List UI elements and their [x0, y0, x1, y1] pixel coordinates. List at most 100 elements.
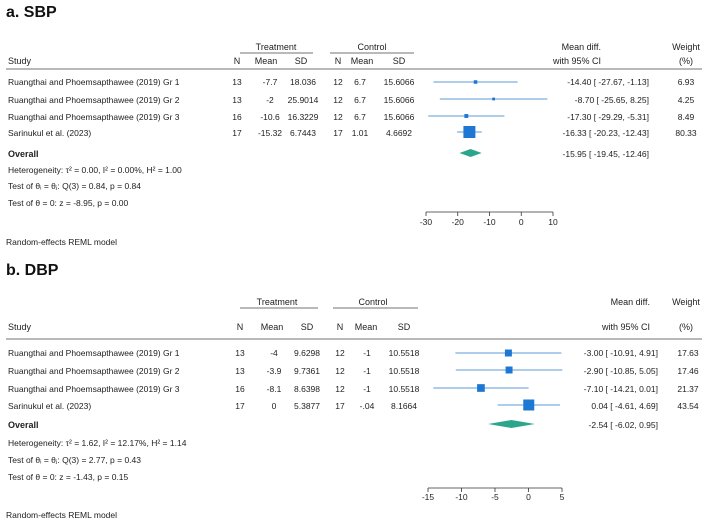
effect-header-line1: Mean diff.: [562, 42, 601, 52]
effect-marker: [492, 97, 496, 101]
weight-header-line2: (%): [679, 322, 693, 332]
panel-dbp: b. DBP Treatment Control Mean diff. Weig…: [6, 262, 702, 520]
treatment-n: 17: [235, 401, 245, 411]
control-n-header: N: [335, 56, 342, 66]
effect-ci: -2.90 [ -10.85, 5.05]: [584, 366, 658, 376]
weight-value: 6.93: [678, 77, 695, 87]
control-mean-header: Mean: [355, 322, 378, 332]
study-name: Ruangthai and Phoemsapthawee (2019) Gr 1: [8, 348, 180, 358]
overall-effect-ci: -2.54 [ -6.02, 0.95]: [589, 420, 658, 430]
x-tick-label: -15: [422, 492, 435, 502]
weight-value: 43.54: [677, 401, 699, 411]
control-sd: 15.6066: [384, 95, 415, 105]
treatment-n: 13: [232, 95, 242, 105]
treatment-header: Treatment: [257, 297, 298, 307]
forest-plot-dbp: -15 -10 -5 0 5: [422, 349, 565, 502]
weight-value: 17.63: [677, 348, 699, 358]
x-tick-label: -10: [455, 492, 468, 502]
effect-header-line2: with 95% CI: [552, 56, 601, 66]
table-row: Sarinukul et al. (2023) 17 -15.32 6.7443…: [8, 128, 697, 138]
panel-label: b. DBP: [6, 262, 59, 279]
treatment-mean-header: Mean: [255, 56, 278, 66]
effect-marker: [504, 349, 512, 357]
effect-header-line1: Mean diff.: [611, 297, 650, 307]
control-n: 17: [335, 401, 345, 411]
treatment-sd: 6.7443: [290, 128, 316, 138]
treatment-mean: -15.32: [258, 128, 282, 138]
control-n-header: N: [337, 322, 344, 332]
x-tick-label: 0: [526, 492, 531, 502]
control-sd-header: SD: [398, 322, 411, 332]
treatment-mean: -2: [266, 95, 274, 105]
weight-header-line1: Weight: [672, 42, 700, 52]
effect-marker: [464, 114, 469, 118]
control-header: Control: [358, 297, 387, 307]
treatment-n: 16: [235, 384, 245, 394]
homogeneity-test: Test of θᵢ = θⱼ: Q(3) = 2.77, p = 0.43: [8, 455, 141, 465]
treatment-n: 16: [232, 112, 242, 122]
control-n: 12: [333, 77, 343, 87]
treatment-n-header: N: [237, 322, 244, 332]
control-n: 12: [333, 112, 343, 122]
treatment-sd-header: SD: [295, 56, 308, 66]
treatment-sd: 9.6298: [294, 348, 320, 358]
control-sd: 15.6066: [384, 112, 415, 122]
treatment-mean: -4: [270, 348, 278, 358]
overall-diamond: [459, 149, 482, 157]
x-tick-label: -10: [483, 217, 496, 227]
table-row: Ruangthai and Phoemsapthawee (2019) Gr 1…: [8, 77, 695, 87]
heterogeneity-stat: Heterogeneity: τ² = 0.00, I² = 0.00%, H²…: [8, 165, 182, 175]
treatment-n: 13: [235, 348, 245, 358]
x-tick-label: -30: [420, 217, 433, 227]
study-col-header: Study: [8, 56, 32, 66]
effect-header-line2: with 95% CI: [601, 322, 650, 332]
control-n: 17: [333, 128, 343, 138]
treatment-mean: -7.7: [263, 77, 278, 87]
treatment-sd: 9.7361: [294, 366, 320, 376]
study-name: Ruangthai and Phoemsapthawee (2019) Gr 1: [8, 77, 180, 87]
weight-value: 8.49: [678, 112, 695, 122]
table-row: Ruangthai and Phoemsapthawee (2019) Gr 1…: [8, 348, 699, 358]
model-note: Random-effects REML model: [6, 237, 117, 247]
treatment-sd: 25.9014: [288, 95, 319, 105]
control-n: 12: [335, 348, 345, 358]
x-tick-label: 10: [548, 217, 558, 227]
control-n: 12: [335, 384, 345, 394]
control-sd: 15.6066: [384, 77, 415, 87]
study-name: Ruangthai and Phoemsapthawee (2019) Gr 2: [8, 95, 180, 105]
treatment-mean-header: Mean: [261, 322, 284, 332]
effect-ci: -7.10 [ -14.21, 0.01]: [584, 384, 658, 394]
effect-ci: -14.40 [ -27.67, -1.13]: [567, 77, 649, 87]
treatment-header: Treatment: [256, 42, 297, 52]
weight-value: 4.25: [678, 95, 695, 105]
x-tick-label: -20: [452, 217, 465, 227]
treatment-mean: 0: [272, 401, 277, 411]
x-tick-label: 5: [560, 492, 565, 502]
treatment-sd: 18.036: [290, 77, 316, 87]
weight-header-line1: Weight: [672, 297, 700, 307]
control-sd: 4.6692: [386, 128, 412, 138]
overall-effect-test: Test of θ = 0: z = -8.95, p = 0.00: [8, 198, 129, 208]
panel-sbp: a. SBP Treatment Control Mean diff. Weig…: [6, 4, 702, 247]
study-name: Ruangthai and Phoemsapthawee (2019) Gr 2: [8, 366, 180, 376]
overall-effect-test: Test of θ = 0: z = -1.43, p = 0.15: [8, 472, 129, 482]
effect-marker: [463, 126, 476, 138]
table-row: Ruangthai and Phoemsapthawee (2019) Gr 2…: [8, 95, 695, 105]
model-note: Random-effects REML model: [6, 510, 117, 520]
control-sd-header: SD: [393, 56, 406, 66]
table-row: Ruangthai and Phoemsapthawee (2019) Gr 3…: [8, 112, 695, 122]
study-name: Ruangthai and Phoemsapthawee (2019) Gr 3: [8, 384, 180, 394]
control-header: Control: [357, 42, 386, 52]
weight-value: 21.37: [677, 384, 699, 394]
control-sd: 10.5518: [389, 366, 420, 376]
treatment-sd: 8.6398: [294, 384, 320, 394]
control-n: 12: [335, 366, 345, 376]
control-sd: 8.1664: [391, 401, 417, 411]
control-mean: -1: [363, 366, 371, 376]
effect-ci: 0.04 [ -4.61, 4.69]: [591, 401, 658, 411]
treatment-n: 13: [235, 366, 245, 376]
control-mean: 1.01: [352, 128, 369, 138]
treatment-mean: -8.1: [267, 384, 282, 394]
weight-header-line2: (%): [679, 56, 693, 66]
